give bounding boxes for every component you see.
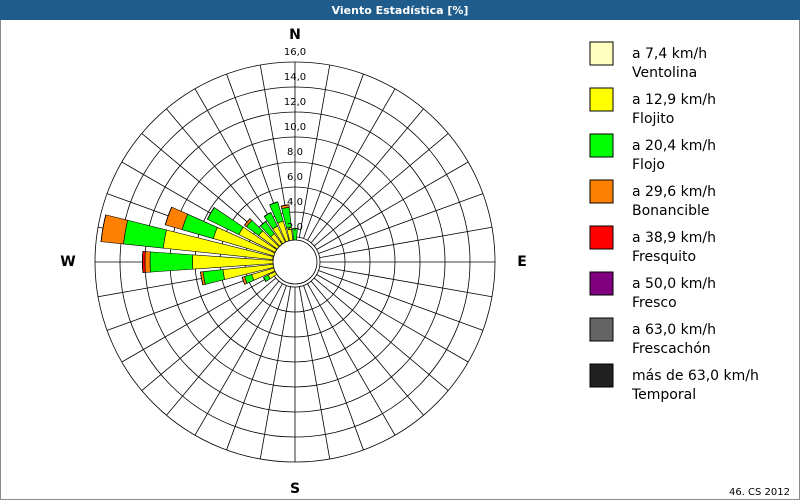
r-tick-label: 4,0 <box>287 197 303 208</box>
legend-label: a 63,0 km/h <box>632 322 716 338</box>
legend-description: Temporal <box>631 387 696 403</box>
legend-label: a 50,0 km/h <box>632 276 716 292</box>
legend-description: Flojo <box>632 157 665 173</box>
center-circle <box>273 240 317 284</box>
chart-title: Viento Estadística [%] <box>332 4 469 17</box>
wind-segment <box>145 252 150 273</box>
r-tick-label: 12,0 <box>284 97 306 108</box>
legend-label: a 12,9 km/h <box>632 92 716 108</box>
footer: 46. CS 2012 <box>729 487 790 498</box>
legend-swatch <box>590 134 613 157</box>
r-tick-label: 6,0 <box>287 172 303 183</box>
legend-description: Flojito <box>632 111 674 127</box>
legend-swatch <box>590 88 613 111</box>
legend-label: a 7,4 km/h <box>632 46 707 62</box>
legend-description: Bonancible <box>632 203 709 219</box>
wind-segment <box>150 252 193 272</box>
r-tick-label: 10,0 <box>284 122 306 133</box>
legend-label: más de 63,0 km/h <box>632 368 759 384</box>
legend-label: a 20,4 km/h <box>632 138 716 154</box>
legend-label: a 38,9 km/h <box>632 230 716 246</box>
legend-description: Ventolina <box>632 65 697 81</box>
legend-label: a 29,6 km/h <box>632 184 716 200</box>
legend-swatch <box>590 226 613 249</box>
r-tick-label: 14,0 <box>284 72 306 83</box>
legend-description: Frescachón <box>632 341 711 357</box>
legend-swatch <box>590 318 613 341</box>
compass-label: S <box>290 481 300 497</box>
r-tick-label: 2,0 <box>287 222 303 233</box>
legend-swatch <box>590 42 613 65</box>
r-tick-label: 16,0 <box>284 47 306 58</box>
compass-label: N <box>289 27 301 43</box>
legend-swatch <box>590 272 613 295</box>
r-tick-label: 8,0 <box>287 147 303 158</box>
legend-swatch <box>590 180 613 203</box>
legend-description: Fresco <box>632 295 677 311</box>
legend-description: Fresquito <box>632 249 696 265</box>
legend-swatch <box>590 364 613 387</box>
compass-label: E <box>517 254 527 270</box>
compass-label: W <box>60 254 75 270</box>
